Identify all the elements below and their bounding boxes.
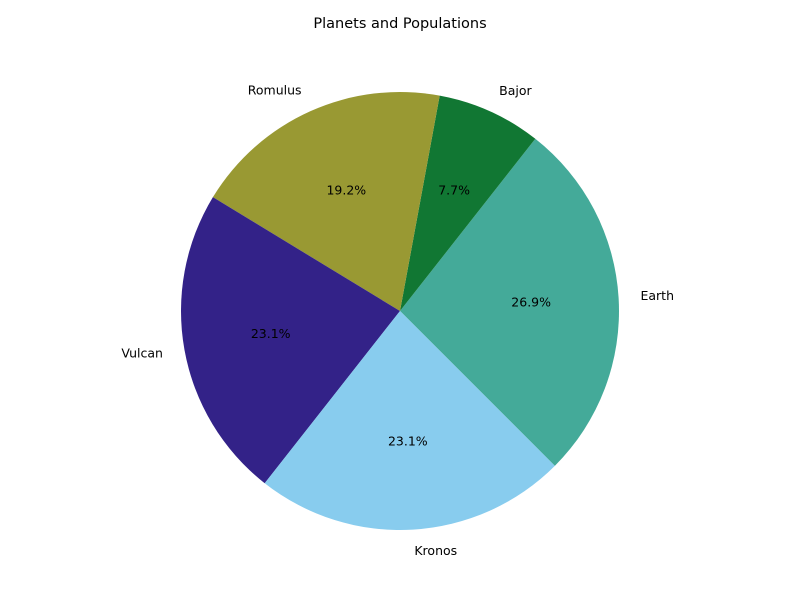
slice-percent-romulus: 19.2% [326, 183, 366, 198]
slice-label-romulus: Romulus [248, 83, 302, 98]
pie-slice-earth [400, 138, 619, 466]
pie-labels: Earth 26.9% Bajor 7.7% Romulus 19.2% Vulcan 23.… [121, 83, 674, 558]
slice-percent-kronos: 23.1% [388, 434, 428, 449]
slice-percent-bajor: 7.7% [438, 183, 470, 198]
pie-slice-bajor [400, 95, 536, 311]
slice-label-kronos: Kronos [414, 543, 457, 558]
slice-label-earth: Earth [640, 288, 674, 303]
slice-percent-vulcan: 23.1% [251, 326, 291, 341]
pie-slice-vulcan [181, 197, 400, 484]
pie-slice-romulus [212, 91, 440, 311]
slice-label-bajor: Bajor [499, 83, 532, 98]
pie-slices [181, 91, 619, 530]
pie-slice-kronos [264, 311, 555, 530]
chart-title: Planets and Populations [313, 16, 486, 32]
slice-label-vulcan: Vulcan [121, 345, 163, 360]
slice-percent-earth: 26.9% [511, 295, 551, 310]
